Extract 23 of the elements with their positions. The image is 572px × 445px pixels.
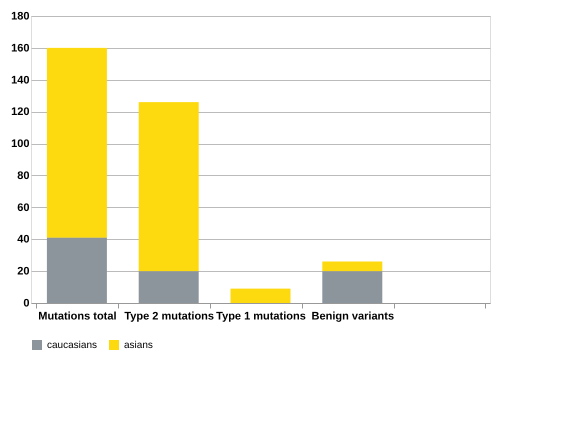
y-tick-label: 120: [11, 106, 30, 118]
bar: [138, 102, 199, 272]
bar: [46, 48, 107, 238]
bar: [138, 271, 199, 303]
y-tick-label: 40: [17, 234, 30, 246]
y-tick-label: 60: [17, 202, 30, 214]
y-tick-label: 100: [11, 138, 30, 150]
x-tick-label: Type 1 mutations: [216, 310, 306, 322]
y-tick-label: 80: [17, 170, 30, 182]
y-tick-label: 180: [11, 10, 30, 22]
bar: [322, 271, 382, 303]
y-tick-label: 160: [11, 42, 30, 54]
y-tick-label: 0: [23, 298, 30, 310]
x-tick-label: Type 2 mutations: [124, 310, 214, 322]
bar: [46, 238, 107, 303]
x-tick-label: Benign variants: [312, 310, 394, 322]
bar: [230, 288, 290, 303]
legend-label: caucasians: [47, 340, 98, 351]
bar: [322, 262, 382, 272]
x-tick-label: Mutations total: [38, 310, 117, 322]
legend-label: asians: [124, 340, 153, 351]
y-tick-label: 140: [11, 74, 30, 86]
y-tick-label: 20: [17, 266, 30, 278]
